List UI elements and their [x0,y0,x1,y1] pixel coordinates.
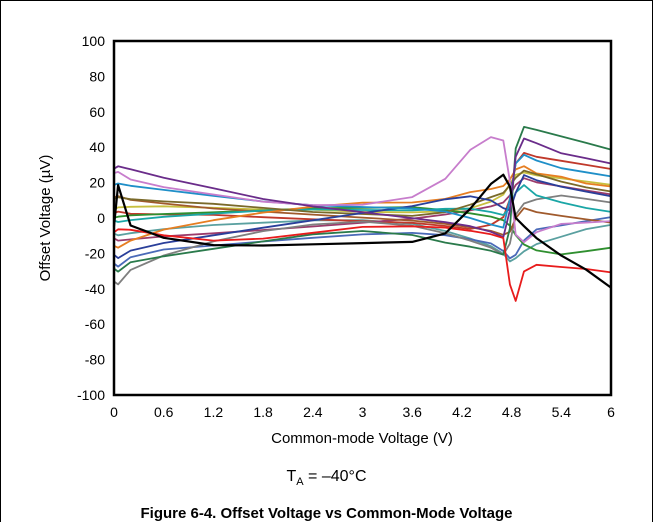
series-line-9 [113,165,612,249]
y-tick-label: 40 [89,139,105,155]
series-line-6 [113,153,612,229]
x-tick-label: 1.2 [204,404,224,420]
series-line-2 [113,225,612,302]
x-tick-label: 6 [607,404,615,420]
series-line-8 [113,169,612,217]
y-tick-label: -20 [85,245,105,261]
figure-caption: Figure 6-4. Offset Voltage vs Common-Mod… [140,505,513,522]
x-tick-label: 0.6 [154,404,174,420]
x-tick-label: 3 [359,404,367,420]
y-tick-label: -60 [85,316,105,332]
x-axis-label: Common-mode Voltage (V) [271,430,453,447]
y-axis-label: Offset Voltage (µV) [37,155,54,282]
series-line-12 [113,194,612,286]
chart: 100 80 60 40 20 0 -20 -40 -60 -80 -100 0 0.6 1.2 1.8 2… [37,33,615,447]
y-tick-label: 60 [89,104,105,120]
x-tick-label: 5.4 [552,404,572,420]
condition-value: = –40°C [303,468,367,485]
series-layer [112,126,612,302]
plot-area [112,39,613,397]
y-tick-label: 20 [89,175,105,191]
plot-border [112,39,613,397]
series-line-4 [113,136,612,244]
series-line-13 [113,206,612,256]
x-tick-label: 4.8 [502,404,522,420]
y-tick-label: 100 [82,33,106,49]
x-tick-label: 1.8 [253,404,273,420]
series-line-1 [112,173,612,289]
x-tick-label: 2.4 [303,404,323,420]
x-tick-label: 4.2 [452,404,472,420]
x-tick-label: 3.6 [402,404,422,420]
temperature-condition: TA = –40°C [0,468,653,488]
condition-subscript: A [296,476,304,489]
x-axis-ticks: 0 0.6 1.2 1.8 2.4 3 3.6 4.2 4.8 5.4 6 [110,404,615,420]
y-tick-label: -80 [85,352,105,368]
y-axis-ticks: 100 80 60 40 20 0 -20 -40 -60 -80 -100 [77,33,105,403]
y-tick-label: 0 [97,210,105,226]
series-line-7 [113,174,612,260]
series-line-14 [113,171,612,214]
series-line-11 [113,195,612,236]
condition-symbol: T [286,468,297,485]
y-tick-label: -40 [85,281,105,297]
x-tick-label: 0 [110,404,118,420]
series-line-5 [113,126,612,273]
y-tick-label: -100 [77,387,105,403]
series-line-3 [113,137,612,239]
y-tick-label: 80 [89,68,105,84]
